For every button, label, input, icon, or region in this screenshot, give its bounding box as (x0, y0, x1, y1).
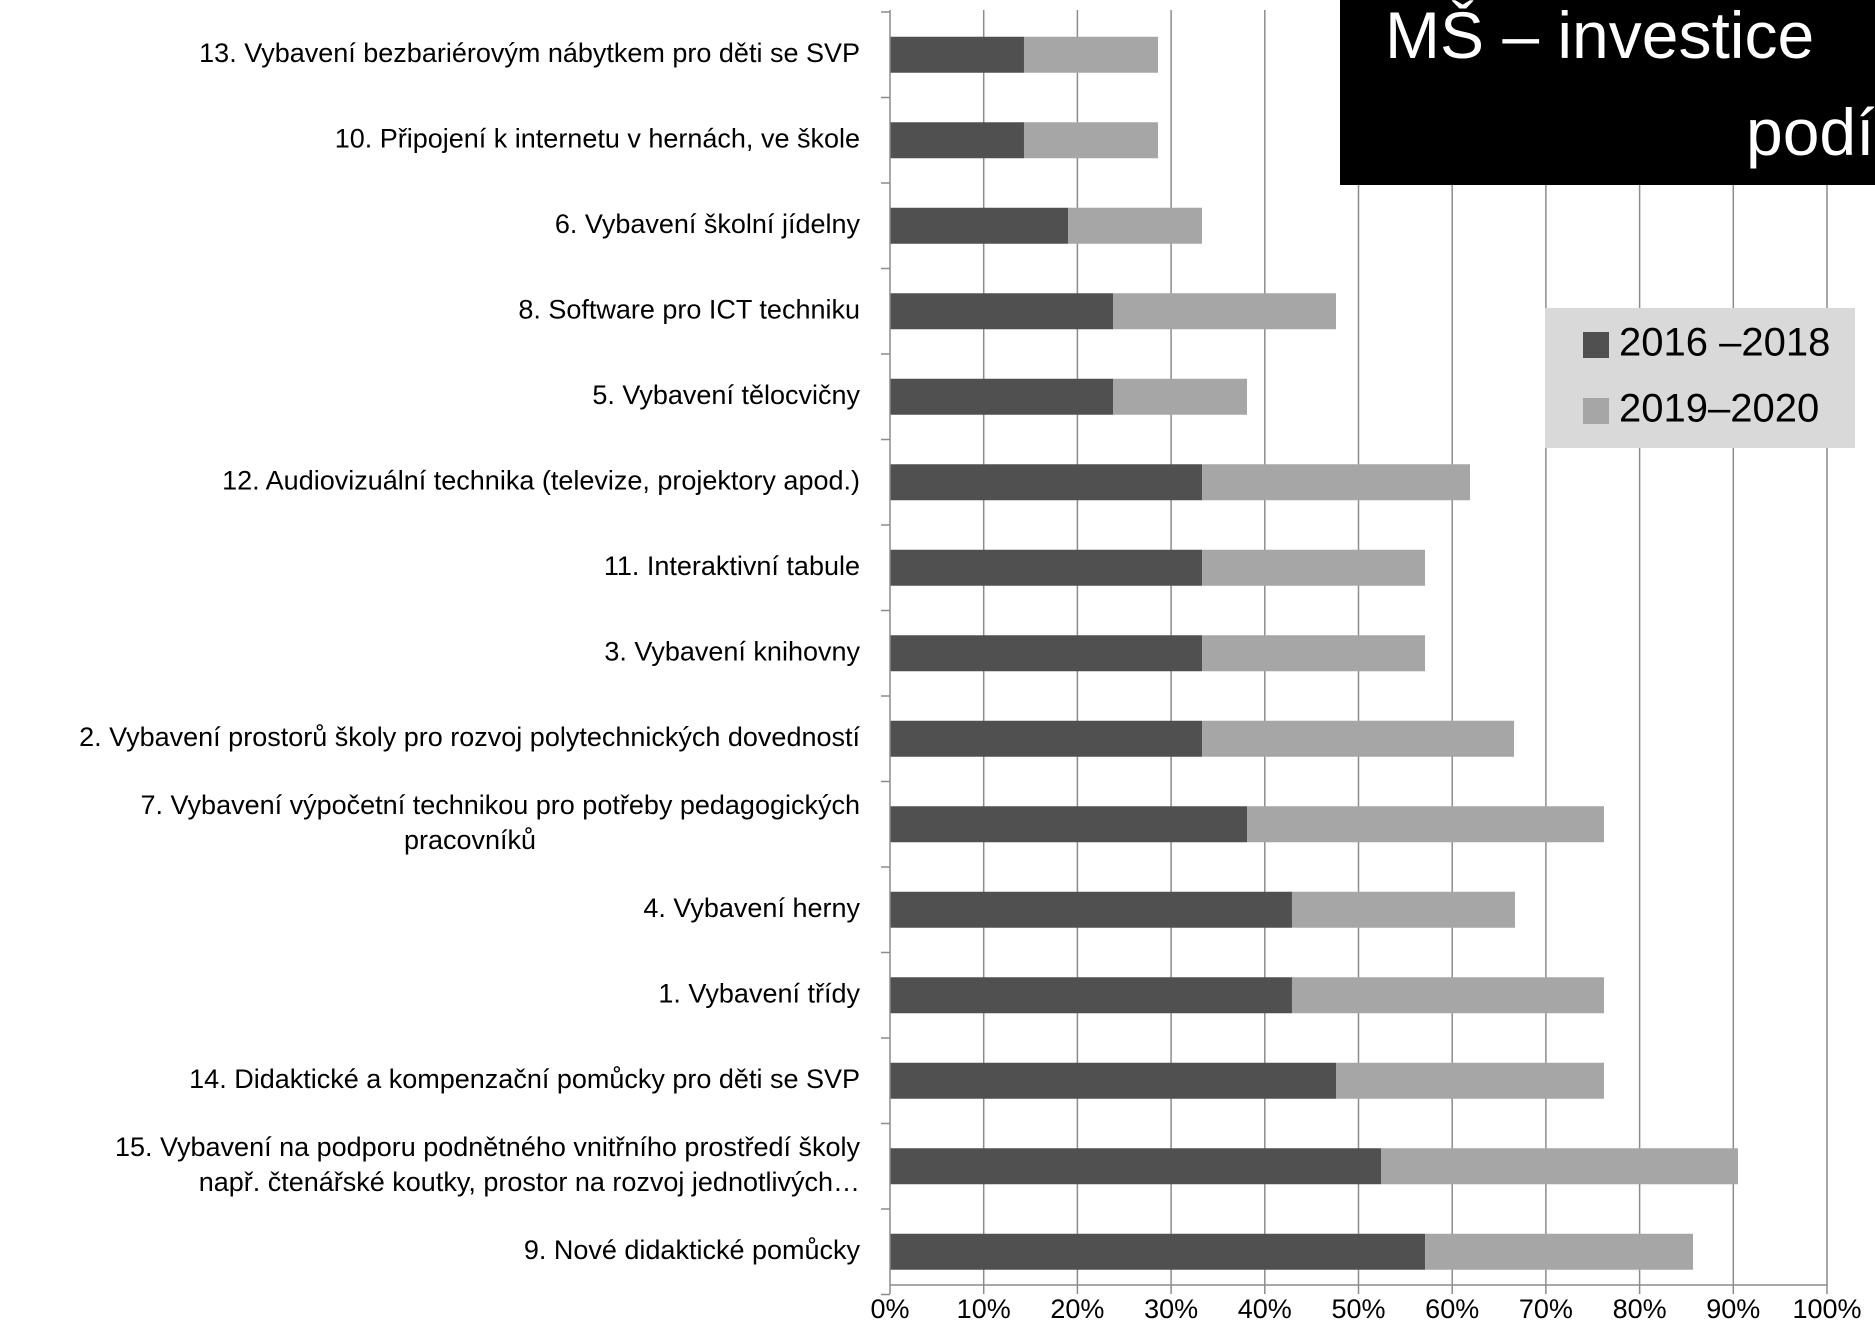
category-label: 14. Didaktické a kompenzační pomůcky pro… (189, 1064, 860, 1094)
x-tick-label: 0% (870, 1294, 909, 1324)
bar-segment-series-1 (890, 378, 1114, 415)
category-label: 10. Připojení k internetu v hernách, ve … (335, 123, 860, 153)
legend-swatch (1583, 332, 1609, 358)
x-tick-label: 20% (1050, 1294, 1104, 1324)
category-label: 4. Vybavení herny (643, 893, 860, 923)
bar-segment-series-2 (1202, 549, 1426, 586)
legend-label: 2016 –2018 (1619, 321, 1830, 365)
bar-segment-series-1 (890, 36, 1024, 73)
bar-segment-series-2 (1202, 464, 1471, 501)
chart-title: MŠ – investice podíl (1340, 0, 1875, 185)
bar-segment-series-1 (890, 1148, 1381, 1185)
bar-segment-series-2 (1380, 1148, 1738, 1185)
bar-segment-series-2 (1425, 1233, 1694, 1270)
chart-title-line: MŠ – investice (1385, 0, 1814, 72)
bar-segment-series-1 (890, 293, 1114, 330)
bar-segment-series-2 (1202, 635, 1426, 672)
bar-segment-series-1 (890, 1062, 1337, 1099)
x-tick-label: 70% (1519, 1294, 1573, 1324)
category-label: 1. Vybavení třídy (658, 978, 860, 1008)
bar-segment-series-1 (890, 122, 1024, 159)
category-label: 6. Vybavení školní jídelny (555, 209, 861, 239)
bar-segment-series-2 (1336, 1062, 1604, 1099)
bar-segment-series-2 (1291, 977, 1604, 1014)
bar-segment-series-2 (1202, 720, 1515, 757)
bar-segment-series-2 (1246, 806, 1604, 843)
category-label: např. čtenářské koutky, prostor na rozvo… (199, 1167, 860, 1197)
category-labels: 13. Vybavení bezbariérovým nábytkem pro … (79, 38, 860, 1265)
x-tick-label: 50% (1331, 1294, 1385, 1324)
title-box (1340, 0, 1875, 185)
bar-segment-series-2 (1023, 122, 1158, 159)
category-label: 8. Software pro ICT techniku (518, 294, 860, 324)
category-label: 12. Audiovizuální technika (televize, pr… (222, 465, 860, 495)
legend-swatch (1583, 398, 1609, 424)
category-label: 7. Vybavení výpočetní technikou pro potř… (141, 790, 860, 820)
x-tick-label: 10% (957, 1294, 1011, 1324)
bar-segment-series-1 (890, 464, 1203, 501)
x-tick-label: 100% (1792, 1294, 1861, 1324)
bar-segment-series-2 (1113, 293, 1337, 330)
chart-title-line: podíl (1746, 95, 1875, 169)
category-label: 11. Interaktivní tabule (604, 551, 860, 581)
category-label: 3. Vybavení knihovny (604, 636, 860, 666)
x-tick-label: 80% (1613, 1294, 1667, 1324)
bar-segment-series-1 (890, 977, 1292, 1014)
axes (881, 10, 1828, 1296)
bar-segment-series-1 (890, 806, 1247, 843)
legend-box (1545, 308, 1855, 448)
bar-segment-series-1 (890, 549, 1203, 586)
bar-segment-series-2 (1023, 36, 1158, 73)
bar-segment-series-1 (890, 1233, 1426, 1270)
x-tick-label: 90% (1706, 1294, 1760, 1324)
category-label: 2. Vybavení prostorů školy pro rozvoj po… (79, 722, 860, 752)
x-tick-labels: 0% 10% 20% 30% 40% 50% 60% 70% 80% 90% 100% (870, 1294, 1861, 1324)
bar-segment-series-1 (890, 207, 1069, 244)
bar-segment-series-1 (890, 635, 1203, 672)
legend-label: 2019–2020 (1619, 387, 1819, 431)
category-label: 15. Vybavení na podporu podnětného vnitř… (115, 1132, 861, 1162)
category-label: pracovníků (404, 825, 536, 855)
bars (890, 36, 1738, 1270)
bar-segment-series-1 (890, 891, 1292, 928)
bar-segment-series-2 (1068, 207, 1203, 244)
bar-segment-series-2 (1291, 891, 1515, 928)
category-label: 5. Vybavení tělocvičny (592, 380, 860, 410)
x-tick-label: 40% (1238, 1294, 1292, 1324)
category-label: 9. Nové didaktické pomůcky (524, 1235, 861, 1265)
x-tick-label: 60% (1425, 1294, 1479, 1324)
bar-segment-series-1 (890, 720, 1203, 757)
bar-segment-series-2 (1113, 378, 1247, 415)
category-label: 13. Vybavení bezbariérovým nábytkem pro … (199, 38, 860, 68)
legend: 2016 –2018 2019–2020 (1545, 308, 1855, 448)
x-tick-label: 30% (1144, 1294, 1198, 1324)
